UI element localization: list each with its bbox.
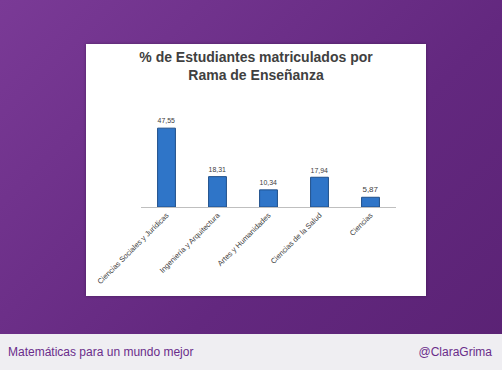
svg-text:Artes y Humanidades: Artes y Humanidades bbox=[216, 211, 273, 268]
html-text:Matemáticas para un mundo mejo: Matemáticas para un mundo mejor bbox=[8, 345, 194, 359]
html-text:@ClaraGrima: @ClaraGrima bbox=[418, 345, 492, 359]
svg-text:47,55: 47,55 bbox=[158, 117, 175, 124]
svg-text:10,34: 10,34 bbox=[260, 179, 278, 186]
svg-text:17,94: 17,94 bbox=[311, 167, 329, 174]
svg-text:5,87: 5,87 bbox=[362, 185, 378, 194]
svg-text:18,31: 18,31 bbox=[209, 166, 227, 173]
svg-text:Ciencias de la Salud: Ciencias de la Salud bbox=[269, 211, 324, 266]
svg-text:% de Estudiantes matriculados: % de Estudiantes matriculados porRama de… bbox=[139, 49, 373, 83]
svg-text:Ciencias: Ciencias bbox=[348, 211, 375, 238]
svg-text:Ciencias Sociales y Jurídicas: Ciencias Sociales y Jurídicas bbox=[96, 211, 171, 286]
svg-text:Ingeniería y Arquitectura: Ingeniería y Arquitectura bbox=[158, 210, 222, 274]
